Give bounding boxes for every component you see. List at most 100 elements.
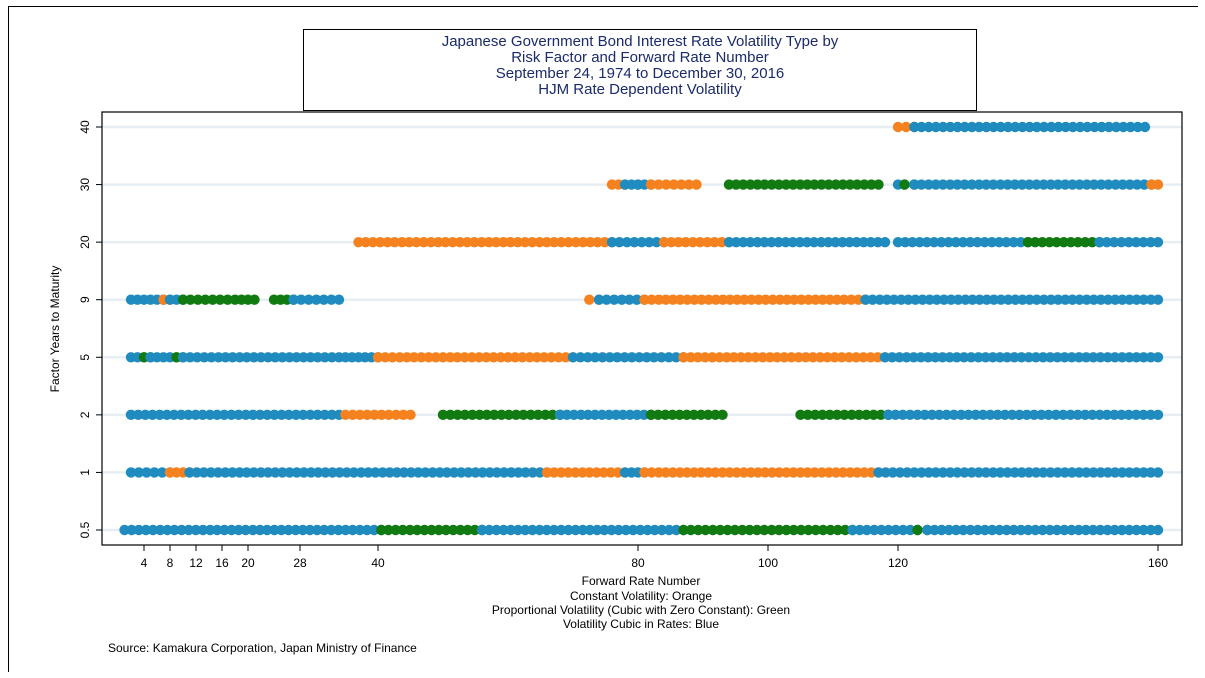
data-point-orange — [367, 236, 379, 248]
data-point-green — [817, 524, 829, 536]
data-point-orange — [425, 236, 437, 248]
data-point-orange — [440, 236, 451, 248]
data-point-blue — [937, 467, 949, 478]
data-point-orange — [411, 236, 422, 248]
data-point-orange — [680, 236, 691, 248]
data-point-blue — [227, 467, 238, 478]
data-point-blue — [1138, 409, 1149, 421]
data-point-blue — [1111, 121, 1122, 133]
data-point-green — [1051, 236, 1062, 248]
data-point-blue — [869, 524, 880, 536]
data-point-blue — [1001, 236, 1012, 248]
data-point-blue — [520, 467, 531, 478]
data-point-orange — [483, 236, 495, 248]
data-point-blue — [897, 409, 908, 421]
data-point-green — [467, 409, 478, 421]
data-point-orange — [807, 352, 819, 363]
data-point-blue — [1124, 467, 1135, 478]
data-point-blue — [995, 121, 1006, 133]
data-point-blue — [980, 352, 991, 363]
data-point-orange — [372, 352, 384, 363]
data-point-blue — [663, 524, 675, 536]
data-point-green — [839, 409, 850, 421]
data-point-orange — [548, 236, 560, 248]
data-point-blue — [979, 524, 991, 536]
data-point-blue — [125, 467, 137, 478]
data-point-green — [831, 409, 843, 421]
data-point-orange — [728, 352, 740, 363]
data-point-orange — [481, 352, 492, 363]
data-point-green — [489, 409, 500, 421]
data-point-blue — [154, 409, 165, 421]
data-point-blue — [930, 467, 941, 478]
data-point-blue — [1023, 352, 1034, 363]
data-point-blue — [627, 524, 639, 536]
data-point-blue — [1010, 121, 1021, 133]
data-point-green — [503, 409, 514, 421]
data-point-blue — [1138, 294, 1149, 305]
data-point-blue — [1081, 467, 1092, 478]
data-point-blue — [651, 236, 662, 248]
data-point-blue — [861, 524, 873, 536]
data-point-green — [817, 409, 828, 421]
data-point-blue — [1009, 179, 1021, 190]
data-point-green — [462, 524, 473, 536]
chart-frame — [8, 6, 1198, 672]
data-point-blue — [1015, 524, 1027, 536]
data-point-blue — [879, 236, 891, 248]
data-point-orange — [423, 352, 434, 363]
data-point-blue — [629, 236, 640, 248]
data-point-green — [873, 179, 884, 190]
data-point-blue — [334, 467, 345, 478]
data-point-blue — [890, 409, 901, 421]
x-tick-label: 12 — [189, 556, 203, 570]
data-point-green — [1037, 236, 1048, 248]
data-point-blue — [147, 524, 159, 536]
data-point-blue — [370, 467, 381, 478]
data-point-orange — [750, 352, 761, 363]
data-point-orange — [592, 236, 603, 248]
chart-title-line-1: Japanese Government Bond Interest Rate V… — [441, 33, 839, 50]
data-point-green — [469, 524, 480, 536]
data-point-blue — [1095, 352, 1106, 363]
data-point-blue — [133, 467, 144, 478]
data-point-blue — [950, 236, 961, 248]
data-point-blue — [1051, 524, 1063, 536]
data-point-blue — [1045, 352, 1056, 363]
data-point-blue — [575, 352, 586, 363]
legend-note-orange: Constant Volatility: Orange — [570, 589, 712, 603]
data-point-orange — [469, 236, 480, 248]
data-point-blue — [888, 294, 900, 305]
data-point-blue — [1024, 179, 1035, 190]
data-point-blue — [126, 524, 137, 536]
data-point-blue — [972, 524, 983, 536]
data-point-blue — [916, 121, 927, 133]
data-point-blue — [1028, 409, 1040, 421]
data-point-blue — [930, 352, 941, 363]
data-point-blue — [929, 524, 940, 536]
data-point-orange — [767, 294, 778, 305]
data-point-orange — [851, 352, 862, 363]
data-point-orange — [746, 294, 757, 305]
data-point-blue — [988, 121, 999, 133]
data-point-blue — [619, 352, 630, 363]
legend-note-blue: Volatility Cubic in Rates: Blue — [563, 617, 719, 631]
data-point-blue — [919, 409, 930, 421]
data-point-blue — [484, 524, 495, 536]
data-point-orange — [694, 236, 706, 248]
data-point-green — [214, 294, 226, 305]
data-point-blue — [648, 352, 660, 363]
data-point-blue — [905, 524, 916, 536]
data-point-orange — [376, 409, 387, 421]
data-point-blue — [298, 467, 310, 478]
data-point-green — [404, 524, 416, 536]
data-point-blue — [599, 524, 610, 536]
data-point-blue — [867, 294, 878, 305]
data-point-orange — [563, 236, 574, 248]
x-axis-title: Forward Rate Number — [582, 574, 701, 588]
data-point-orange — [527, 236, 538, 248]
x-tick-label: 120 — [888, 556, 908, 570]
data-point-blue — [636, 236, 647, 248]
data-point-green — [824, 409, 835, 421]
